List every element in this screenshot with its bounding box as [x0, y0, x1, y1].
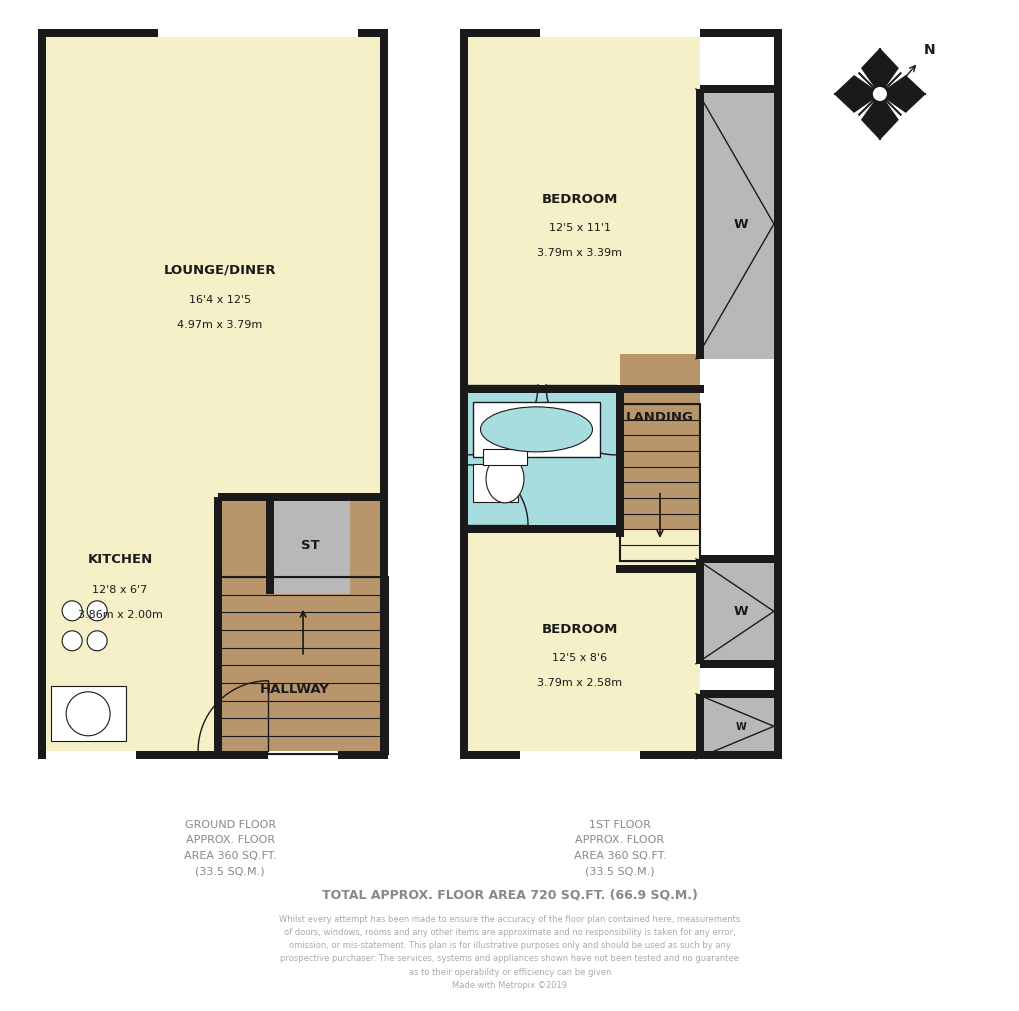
Text: 3.79m x 2.58m: 3.79m x 2.58m	[537, 677, 622, 687]
Bar	[380, 30, 387, 759]
Text: BEDROOM: BEDROOM	[541, 623, 618, 636]
Bar	[46, 493, 218, 501]
Bar	[214, 497, 222, 759]
Polygon shape	[861, 50, 897, 95]
Bar	[38, 497, 218, 759]
Bar	[158, 30, 358, 38]
Bar	[268, 751, 337, 759]
Bar	[695, 559, 703, 664]
Bar	[699, 691, 782, 698]
Bar	[473, 464, 518, 502]
Text: 12'8 x 6'7: 12'8 x 6'7	[93, 584, 148, 594]
Bar	[699, 90, 782, 360]
Circle shape	[66, 693, 110, 736]
Text: 3.86m x 2.00m: 3.86m x 2.00m	[77, 610, 162, 619]
Bar	[520, 751, 639, 759]
Polygon shape	[879, 77, 924, 113]
Bar	[773, 30, 782, 759]
Text: LOUNGE/DINER: LOUNGE/DINER	[164, 263, 276, 276]
Circle shape	[871, 87, 888, 103]
Text: LANDING: LANDING	[626, 410, 693, 424]
Text: W: W	[735, 721, 746, 731]
Text: GROUND FLOOR
APPROX. FLOOR
AREA 360 SQ.FT.
(33.5 SQ.M.): GROUND FLOOR APPROX. FLOOR AREA 360 SQ.F…	[183, 819, 276, 876]
Text: KITCHEN: KITCHEN	[88, 553, 153, 566]
Bar	[695, 90, 703, 360]
Bar	[699, 555, 782, 563]
Text: W: W	[733, 218, 748, 232]
Bar	[218, 577, 387, 754]
Bar	[615, 565, 699, 573]
Text: 4.97m x 3.79m: 4.97m x 3.79m	[177, 319, 263, 330]
Circle shape	[62, 602, 83, 621]
Circle shape	[62, 631, 83, 651]
Bar	[699, 660, 782, 668]
Bar	[460, 526, 620, 534]
Bar	[699, 86, 782, 94]
Text: 16'4 x 12'5: 16'4 x 12'5	[189, 294, 251, 304]
Bar	[460, 751, 782, 759]
Bar	[483, 450, 527, 465]
Ellipse shape	[480, 407, 592, 452]
Bar	[218, 497, 387, 759]
Bar	[695, 695, 703, 759]
Bar	[620, 404, 699, 561]
Text: Whilst every attempt has been made to ensure the accuracy of the floor plan cont: Whilst every attempt has been made to en…	[279, 914, 740, 989]
Text: BEDROOM: BEDROOM	[541, 193, 618, 206]
Bar	[46, 751, 136, 759]
Text: 12'5 x 8'6: 12'5 x 8'6	[552, 652, 607, 662]
Text: ST: ST	[301, 539, 319, 552]
Bar	[38, 751, 387, 759]
Polygon shape	[861, 95, 897, 140]
Circle shape	[87, 631, 107, 651]
Bar	[460, 385, 703, 393]
Bar	[473, 402, 599, 457]
Polygon shape	[835, 77, 879, 113]
Bar	[38, 493, 387, 501]
Bar	[460, 30, 782, 38]
Ellipse shape	[485, 455, 524, 503]
Text: 3.79m x 3.39m: 3.79m x 3.39m	[537, 248, 622, 258]
Bar	[270, 497, 350, 594]
Text: 1ST FLOOR
APPROX. FLOOR
AREA 360 SQ.FT.
(33.5 SQ.M.): 1ST FLOOR APPROX. FLOOR AREA 360 SQ.FT. …	[573, 819, 665, 876]
Bar	[460, 30, 468, 759]
Bar	[539, 30, 699, 38]
Bar	[615, 389, 624, 537]
Text: W: W	[733, 605, 748, 618]
Bar	[460, 389, 620, 530]
Bar	[38, 30, 46, 759]
Bar	[38, 30, 387, 38]
Text: HALLWAY: HALLWAY	[260, 682, 330, 696]
Text: N: N	[922, 42, 934, 57]
Bar	[38, 30, 387, 759]
Bar	[266, 497, 274, 594]
Text: 12'5 x 11'1: 12'5 x 11'1	[548, 222, 610, 233]
Bar	[460, 530, 699, 759]
Bar	[620, 355, 699, 569]
Bar	[460, 30, 699, 389]
Bar	[699, 559, 782, 664]
Circle shape	[87, 602, 107, 621]
Bar	[51, 686, 126, 741]
Text: TOTAL APPROX. FLOOR AREA 720 SQ.FT. (66.9 SQ.M.): TOTAL APPROX. FLOOR AREA 720 SQ.FT. (66.…	[322, 888, 697, 901]
Bar	[699, 695, 782, 759]
